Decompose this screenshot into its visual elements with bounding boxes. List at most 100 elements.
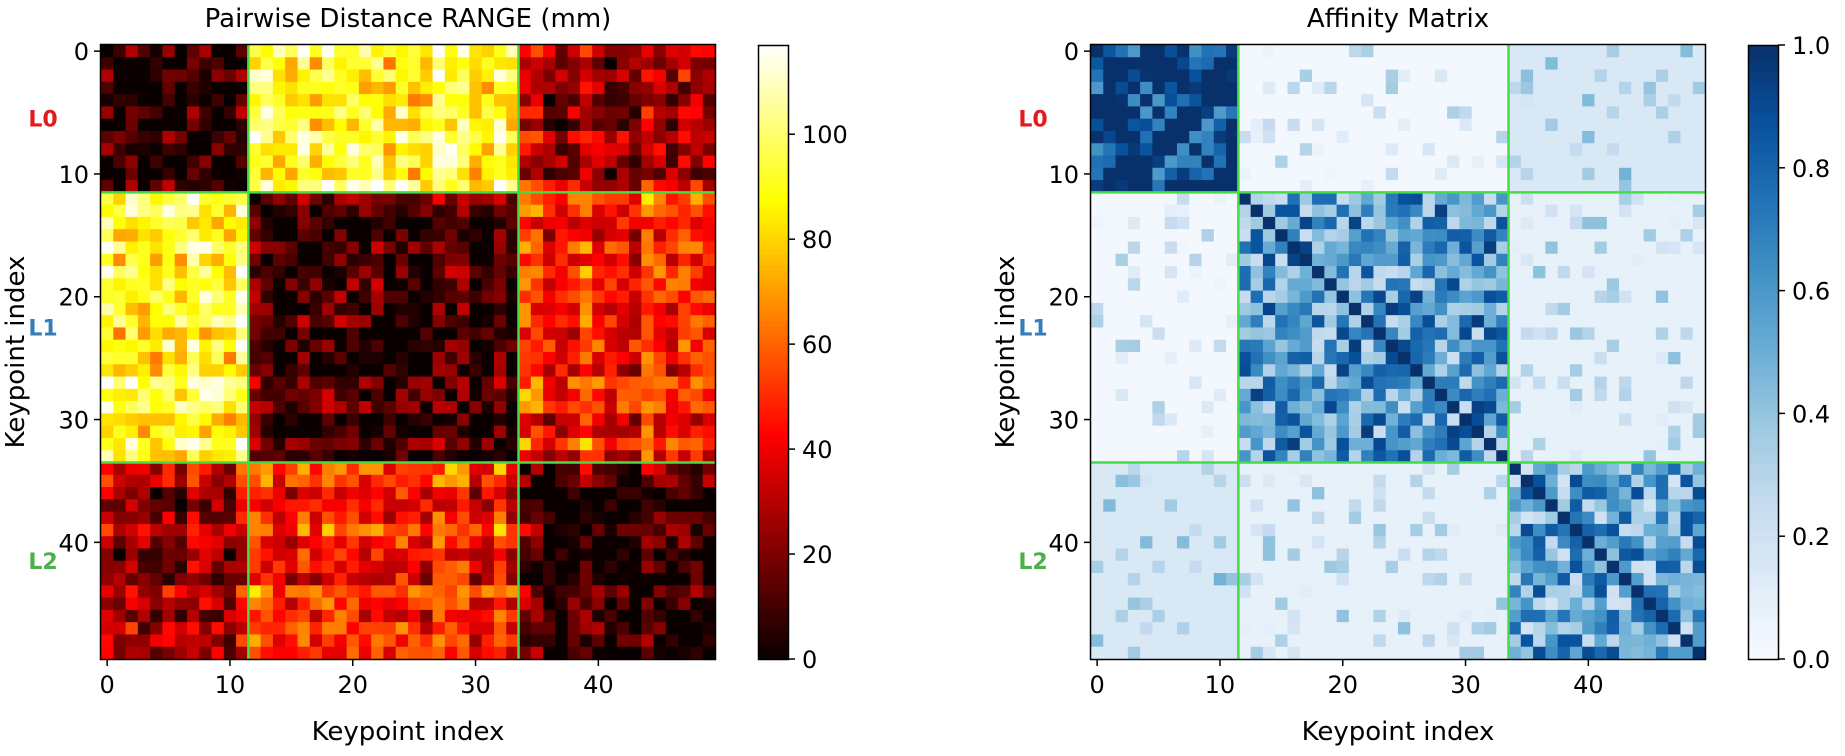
heatmap-cell xyxy=(1521,143,1534,156)
x-tick-label: 40 xyxy=(583,671,614,699)
heatmap-cell xyxy=(1533,291,1546,304)
heatmap-cell xyxy=(138,303,151,316)
heatmap-cell xyxy=(1251,340,1264,353)
heatmap-cell xyxy=(1484,573,1497,586)
heatmap-cell xyxy=(334,634,347,647)
heatmap-cell xyxy=(494,57,507,70)
heatmap-cell xyxy=(1607,45,1620,58)
heatmap-cell xyxy=(1128,156,1141,169)
heatmap-cell xyxy=(580,364,593,377)
heatmap-cell xyxy=(1582,327,1595,340)
heatmap-cell xyxy=(1631,401,1644,414)
heatmap-cell xyxy=(1337,561,1350,574)
heatmap-cell xyxy=(408,229,421,242)
heatmap-cell xyxy=(1644,303,1657,316)
heatmap-cell xyxy=(1459,106,1472,119)
heatmap-cell xyxy=(1619,340,1632,353)
heatmap-cell xyxy=(408,573,421,586)
heatmap-cell xyxy=(433,548,446,561)
heatmap-cell xyxy=(1361,524,1374,537)
heatmap-cell xyxy=(1312,192,1325,205)
heatmap-cell xyxy=(1349,475,1362,488)
heatmap-cell xyxy=(1570,598,1583,611)
heatmap-cell xyxy=(248,57,261,70)
heatmap-cell xyxy=(1091,450,1104,463)
heatmap-cell xyxy=(138,57,151,70)
heatmap-cell xyxy=(1275,156,1288,169)
heatmap-cell xyxy=(568,143,581,156)
heatmap-cell xyxy=(138,156,151,169)
heatmap-cell xyxy=(629,634,642,647)
heatmap-cell xyxy=(347,561,360,574)
heatmap-cell xyxy=(1693,180,1706,193)
heatmap-cell xyxy=(617,45,630,58)
heatmap-cell xyxy=(1103,524,1116,537)
heatmap-cell xyxy=(1668,536,1681,549)
heatmap-cell xyxy=(617,561,630,574)
heatmap-cell xyxy=(703,536,716,549)
heatmap-cell xyxy=(543,217,556,230)
heatmap-cell xyxy=(1202,229,1215,242)
heatmap-cell xyxy=(1152,352,1165,365)
heatmap-cell xyxy=(1251,548,1264,561)
heatmap-cell xyxy=(126,106,139,119)
heatmap-cell xyxy=(224,377,237,390)
heatmap-cell xyxy=(531,70,544,83)
heatmap-cell xyxy=(1496,340,1509,353)
heatmap-cell xyxy=(433,647,446,660)
heatmap-cell xyxy=(690,254,703,267)
heatmap-cell xyxy=(555,512,568,525)
heatmap-cell xyxy=(187,634,200,647)
heatmap-cell xyxy=(1238,143,1251,156)
heatmap-cell xyxy=(1116,70,1129,83)
heatmap-cell xyxy=(1594,524,1607,537)
colorbar-segment xyxy=(758,577,788,583)
heatmap-cell xyxy=(678,70,691,83)
heatmap-cell xyxy=(1693,192,1706,205)
heatmap-cell xyxy=(1103,266,1116,279)
heatmap-cell xyxy=(187,291,200,304)
heatmap-cell xyxy=(162,106,175,119)
heatmap-cell xyxy=(224,131,237,144)
heatmap-cell xyxy=(212,352,225,365)
heatmap-cell xyxy=(678,119,691,132)
heatmap-cell xyxy=(138,205,151,218)
heatmap-cell xyxy=(322,106,335,119)
heatmap-cell xyxy=(1324,229,1337,242)
heatmap-cell xyxy=(347,45,360,58)
heatmap-cell xyxy=(580,389,593,402)
heatmap-cell xyxy=(1103,205,1116,218)
heatmap-cell xyxy=(1103,303,1116,316)
heatmap-cell xyxy=(1656,82,1669,95)
heatmap-cell xyxy=(1398,413,1411,426)
heatmap-cell xyxy=(1189,536,1202,549)
heatmap-cell xyxy=(1152,82,1165,95)
heatmap-cell xyxy=(126,426,139,439)
heatmap-cell xyxy=(396,450,409,463)
heatmap-cell xyxy=(1459,45,1472,58)
heatmap-cell xyxy=(150,254,163,267)
heatmap-cell xyxy=(1361,192,1374,205)
heatmap-cell xyxy=(1644,401,1657,414)
heatmap-cell xyxy=(1202,303,1215,316)
heatmap-cell xyxy=(604,119,617,132)
heatmap-cell xyxy=(383,327,396,340)
heatmap-cell xyxy=(1447,598,1460,611)
heatmap-cell xyxy=(1472,426,1485,439)
heatmap-cell xyxy=(445,278,458,291)
heatmap-cell xyxy=(469,512,482,525)
heatmap-cell xyxy=(568,364,581,377)
heatmap-cell xyxy=(175,413,188,426)
heatmap-cell xyxy=(359,180,372,193)
heatmap-cell xyxy=(1521,377,1534,390)
heatmap-cell xyxy=(1361,229,1374,242)
heatmap-cell xyxy=(1570,205,1583,218)
heatmap-cell xyxy=(1361,327,1374,340)
heatmap-cell xyxy=(1594,156,1607,169)
heatmap-cell xyxy=(1484,389,1497,402)
heatmap-cell xyxy=(1349,573,1362,586)
heatmap-cell xyxy=(641,647,654,660)
heatmap-cell xyxy=(543,180,556,193)
heatmap-cell xyxy=(1631,536,1644,549)
